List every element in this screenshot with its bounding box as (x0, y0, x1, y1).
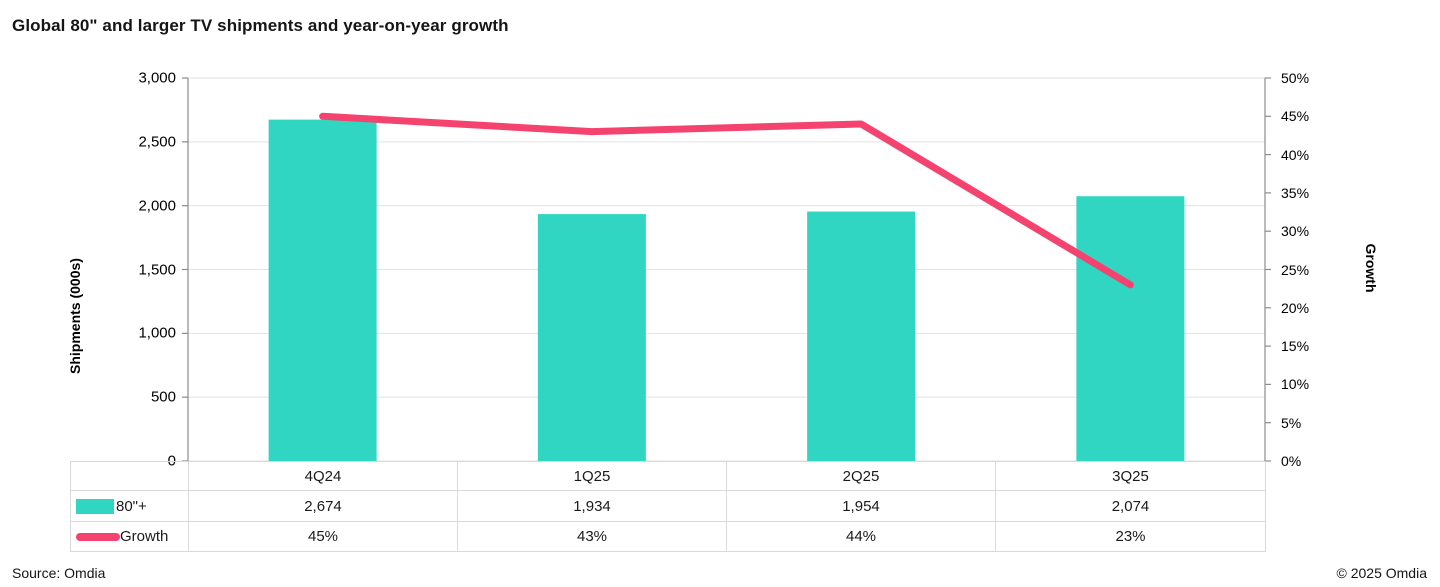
legend-cell-growth: Growth (70, 521, 189, 552)
chart-title: Global 80" and larger TV shipments and y… (12, 16, 509, 35)
left-axis-title: Shipments (000s) (67, 258, 83, 374)
table-value-cell: 2,074 (995, 490, 1266, 522)
source-attribution: Source: Omdia (12, 565, 106, 581)
data-table: 4Q24 1Q25 2Q25 3Q25 80"+ 2,674 1,934 1,9… (70, 461, 1266, 552)
table-header-row: 4Q24 1Q25 2Q25 3Q25 (70, 461, 1266, 491)
table-header-cell: 2Q25 (726, 461, 996, 491)
bar-4Q24 (268, 119, 377, 462)
growth-line (319, 112, 1134, 289)
right-axis-tick-label: 50% (1281, 70, 1310, 86)
left-axis-tick-label: 2,000 (138, 197, 176, 215)
table-value-cell: 44% (726, 521, 996, 552)
right-axis-tick-label: 20% (1281, 299, 1310, 316)
right-axis-tick-label: 30% (1281, 223, 1310, 240)
left-axis-tick-label: 500 (150, 388, 176, 406)
table-value-cell: 1,954 (726, 490, 996, 522)
table-value-cell: 43% (457, 521, 727, 552)
right-axis-tick-label: 25% (1281, 261, 1310, 278)
table-header-cell: 1Q25 (457, 461, 727, 491)
left-axis-tick-label: 3,000 (138, 69, 176, 87)
table-header-cell: 3Q25 (995, 461, 1266, 491)
table-corner-cell (70, 461, 189, 491)
line-series-swatch-icon (76, 532, 120, 541)
table-row-shipments: 80"+ 2,674 1,934 1,954 2,074 (70, 490, 1266, 522)
left-axis-tick-label: 1,000 (138, 324, 176, 342)
right-axis-tick-label: 15% (1281, 338, 1310, 355)
right-axis-tick-label: 35% (1281, 184, 1310, 201)
bar-series-swatch-icon (76, 498, 114, 514)
right-axis-tick-label: 45% (1281, 108, 1310, 125)
table-value-cell: 2,674 (188, 490, 458, 522)
bar-3Q25 (1076, 196, 1185, 461)
left-axis-tick-label: 1,500 (138, 261, 176, 278)
table-value-cell: 45% (188, 521, 458, 552)
copyright-notice: © 2025 Omdia (1336, 565, 1427, 581)
table-row-growth: Growth 45% 43% 44% 23% (70, 521, 1266, 552)
table-header-cell: 4Q24 (188, 461, 458, 491)
right-axis-tick-label: 0% (1281, 453, 1302, 469)
table-value-cell: 1,934 (457, 490, 727, 522)
legend-label: 80"+ (116, 497, 147, 515)
bar-1Q25 (537, 214, 646, 461)
legend-cell-shipments: 80"+ (70, 490, 189, 522)
right-axis-tick-label: 10% (1281, 376, 1310, 393)
left-axis-tick-label: 2,500 (138, 133, 176, 151)
right-axis-tick-label: 5% (1281, 414, 1302, 431)
table-value-cell: 23% (995, 521, 1266, 552)
right-axis-title: Growth (1363, 243, 1379, 293)
bar-2Q25 (807, 211, 916, 461)
legend-label: Growth (120, 528, 169, 545)
right-axis-tick-label: 40% (1281, 146, 1310, 163)
